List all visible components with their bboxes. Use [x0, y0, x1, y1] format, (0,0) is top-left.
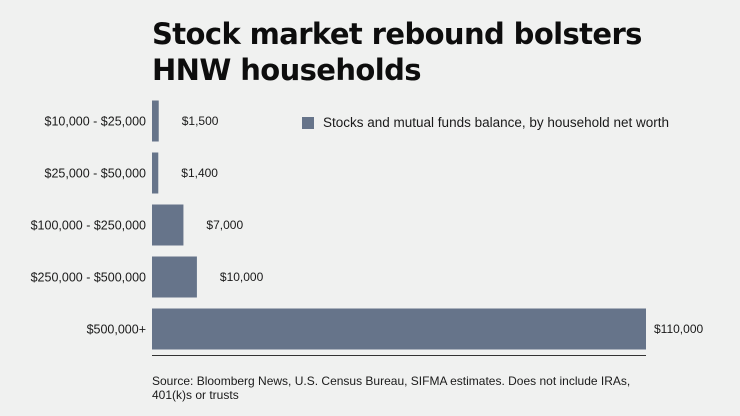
legend-label: Stocks and mutual funds balance, by hous… [323, 115, 669, 130]
chart-title: Stock market rebound bolsters HNW househ… [152, 16, 712, 88]
chart-title-line-1: Stock market rebound bolsters [152, 17, 642, 51]
bar-2 [152, 204, 184, 246]
category-label-2: $100,000 - $250,000 [31, 219, 146, 233]
chart-legend: Stocks and mutual funds balance, by hous… [302, 115, 669, 130]
data-label-2: $7,000 [206, 218, 243, 232]
data-label-3: $10,000 [220, 270, 264, 284]
data-label-0: $1,500 [182, 114, 219, 128]
category-label-0: $10,000 - $25,000 [45, 115, 147, 129]
legend-swatch [302, 116, 314, 129]
data-label-4: $110,000 [654, 322, 703, 336]
bar-3 [152, 256, 197, 298]
data-label-1: $1,400 [181, 166, 218, 180]
chart-title-line-2: HNW households [152, 53, 422, 87]
category-label-3: $250,000 - $500,000 [31, 271, 146, 285]
bar-4 [152, 308, 646, 350]
bar-1 [152, 152, 159, 194]
category-label-1: $25,000 - $50,000 [45, 167, 147, 181]
category-label-4: $500,000+ [87, 323, 146, 337]
source-note: Source: Bloomberg News, U.S. Census Bure… [152, 374, 631, 402]
bar-0 [152, 100, 159, 142]
